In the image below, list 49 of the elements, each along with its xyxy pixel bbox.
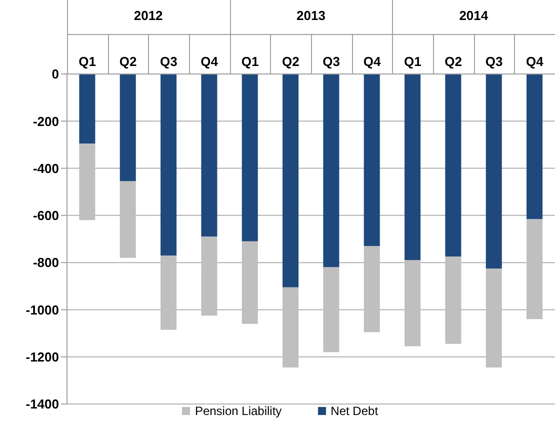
bar [364,74,380,246]
y-tick-label: -1000 [26,302,59,318]
x-tick-label: Q4 [363,54,382,69]
x-tick-label: Q2 [282,54,300,69]
x-tick-label: Q4 [200,54,219,69]
text: 2012 [132,8,164,23]
bar [79,144,96,220]
bar [404,260,421,346]
bar [282,74,299,288]
y-tick-label: -1200 [26,349,59,364]
bar [323,267,340,352]
x-tick-label: Q1 [404,54,422,69]
y-tick-label: -200 [32,114,59,129]
bar [201,74,218,237]
bar [486,268,502,368]
y-tick-label: 0 [52,66,59,82]
x-tick-label: Q2 [444,54,462,69]
bar [445,256,462,344]
bar [242,74,258,242]
legend-label: Pension Liability [194,404,282,418]
x-tick-label: Q3 [160,54,178,69]
bar [201,236,218,316]
bar [526,74,543,219]
text: 2013 [296,8,326,23]
x-tick-label: Q1 [241,54,259,69]
bar [404,74,421,260]
bar [486,74,502,268]
bar [79,74,96,144]
y-tick-label: -800 [32,255,59,270]
bar [364,246,380,332]
y-tick-label: -600 [32,208,59,224]
x-tick-label: Q3 [485,54,503,69]
y-tick-label: -400 [32,160,59,176]
bar [323,74,340,268]
x-tick-label: Q2 [119,54,137,69]
bar [242,241,258,324]
x-tick-label: Q4 [526,54,544,69]
legend-label: Net Debt [330,404,378,418]
bar [120,74,136,182]
bar [120,181,136,258]
bar [445,74,462,257]
bar [526,218,543,320]
x-tick-label: Q1 [78,54,96,69]
text: 2014 [458,8,490,23]
bar [160,256,177,330]
x-tick-label: Q3 [322,54,340,69]
y-tick-label: -1400 [26,396,59,412]
bar [160,74,177,256]
bar [282,287,299,368]
